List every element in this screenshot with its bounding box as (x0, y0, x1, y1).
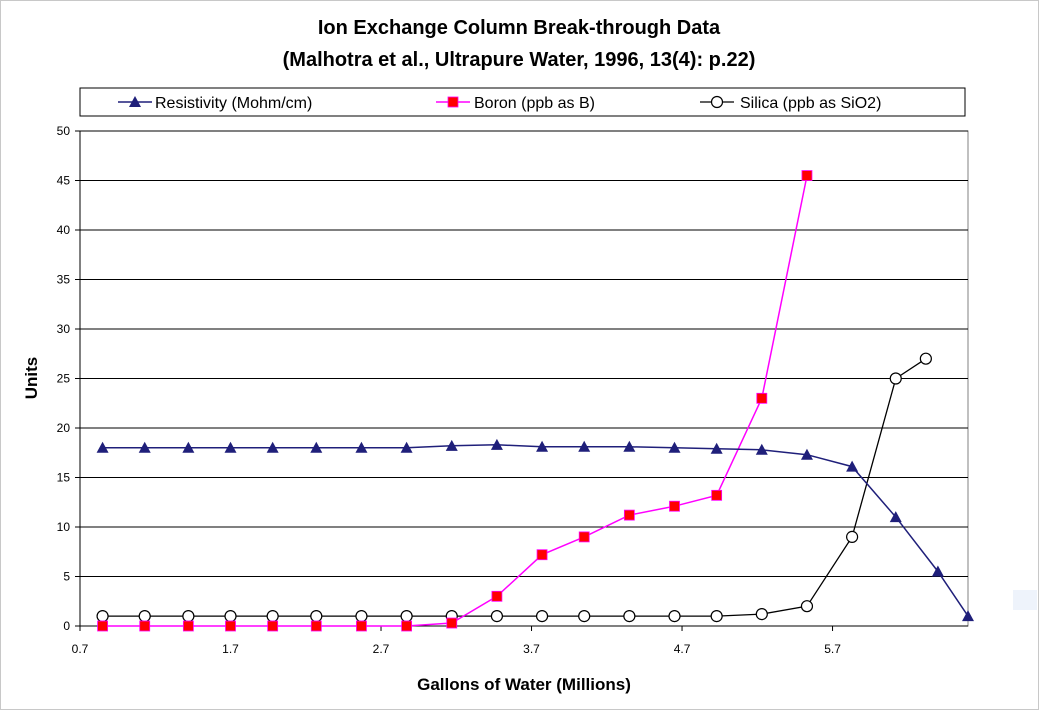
silica-point (919, 352, 932, 365)
legend-marker-circle (710, 95, 724, 109)
boron-point (356, 620, 367, 632)
legend-label-resistivity: Resistivity (Mohm/cm) (155, 95, 312, 112)
x-tick-label: 1.7 (222, 642, 239, 656)
silica-point (800, 600, 814, 613)
silica-point (310, 609, 323, 623)
resistivity-point (710, 442, 723, 454)
silica-point (755, 608, 768, 621)
y-tick-label: 45 (57, 174, 71, 188)
legend-label-silica: Silica (ppb as SiO2) (740, 95, 881, 112)
silica-point (710, 609, 723, 623)
y-tick-label: 5 (63, 570, 70, 584)
silica-point (490, 609, 504, 623)
boron-point (139, 620, 151, 632)
resistivity-point (355, 441, 368, 453)
silica-point (400, 609, 413, 623)
resistivity-point (182, 441, 195, 453)
silica-point (138, 609, 151, 623)
boron-point (267, 620, 279, 632)
silica-point (224, 609, 237, 623)
silica-point (889, 372, 902, 385)
silica-point (355, 609, 368, 623)
resistivity-point (800, 448, 813, 460)
legend-marker-square (447, 96, 459, 108)
boron-point (491, 590, 503, 602)
resistivity-point (310, 441, 323, 453)
x-tick-label: 3.7 (523, 642, 540, 656)
resistivity-point (400, 441, 413, 453)
legend-label-boron: Boron (ppb as B) (474, 95, 595, 112)
chart-title: Ion Exchange Column Break-through Data (318, 17, 721, 39)
legend-marker-triangle (129, 96, 141, 107)
y-tick-label: 40 (57, 223, 71, 237)
resistivity-point (445, 439, 458, 451)
resistivity-point (138, 441, 151, 453)
corner-marker (1013, 590, 1037, 610)
y-tick-labels: 0 5 10 15 20 25 30 35 40 45 50 (57, 124, 71, 633)
x-tick-labels: 0.7 1.7 2.7 3.7 4.7 5.7 (72, 642, 842, 656)
resistivity-point (931, 565, 944, 577)
resistivity-point (889, 511, 902, 523)
y-tick-label: 0 (63, 619, 70, 633)
legend: Resistivity (Mohm/cm) Boron (ppb as B) S… (79, 87, 966, 117)
boron-point (182, 620, 194, 632)
legend-box (79, 87, 966, 117)
resistivity-point (536, 440, 549, 452)
resistivity-point (224, 441, 237, 453)
resistivity-point (755, 443, 768, 455)
y-tick-label: 25 (57, 372, 71, 386)
silica-point (535, 609, 549, 623)
gridlines (75, 130, 968, 627)
resistivity-point (962, 610, 974, 622)
resistivity-point (578, 440, 591, 452)
y-tick-label: 10 (57, 520, 71, 534)
boron-point (310, 620, 322, 632)
y-tick-label: 35 (57, 273, 71, 287)
y-tick-label: 20 (57, 421, 71, 435)
boron-point (623, 509, 635, 521)
silica-point (96, 609, 109, 623)
boron-point (711, 489, 723, 501)
boron-point (536, 549, 548, 561)
resistivity-point (846, 460, 859, 472)
boron-point (97, 620, 108, 632)
boron-point (578, 531, 590, 543)
boron-point (801, 170, 813, 181)
resistivity-point (668, 441, 681, 453)
x-axis-title: Gallons of Water (Millions) (417, 675, 631, 694)
silica-point (266, 609, 279, 623)
series-group (96, 170, 974, 632)
x-tick-label: 4.7 (674, 642, 691, 656)
y-tick-label: 15 (57, 471, 71, 485)
series-line-2 (102, 358, 927, 617)
boron-point (401, 620, 413, 632)
silica-point (846, 530, 859, 544)
resistivity-point (96, 441, 109, 453)
x-tick-label: 5.7 (824, 642, 841, 656)
silica-point (623, 609, 636, 623)
chart-subtitle: (Malhotra et al., Ultrapure Water, 1996,… (283, 49, 756, 71)
y-tick-label: 50 (57, 124, 71, 138)
resistivity-point (266, 441, 279, 453)
y-tick-label: 30 (57, 322, 71, 336)
y-axis-title: Units (22, 357, 41, 400)
resistivity-point (490, 438, 503, 450)
silica-point (668, 609, 681, 623)
x-tick-label: 2.7 (373, 642, 390, 656)
resistivity-point (623, 440, 636, 452)
silica-point (578, 609, 591, 623)
boron-point (225, 620, 236, 632)
boron-point (669, 500, 680, 512)
x-tick-label: 0.7 (72, 642, 89, 656)
silica-point (182, 609, 195, 623)
boron-point (756, 392, 768, 404)
boron-point (446, 617, 458, 629)
